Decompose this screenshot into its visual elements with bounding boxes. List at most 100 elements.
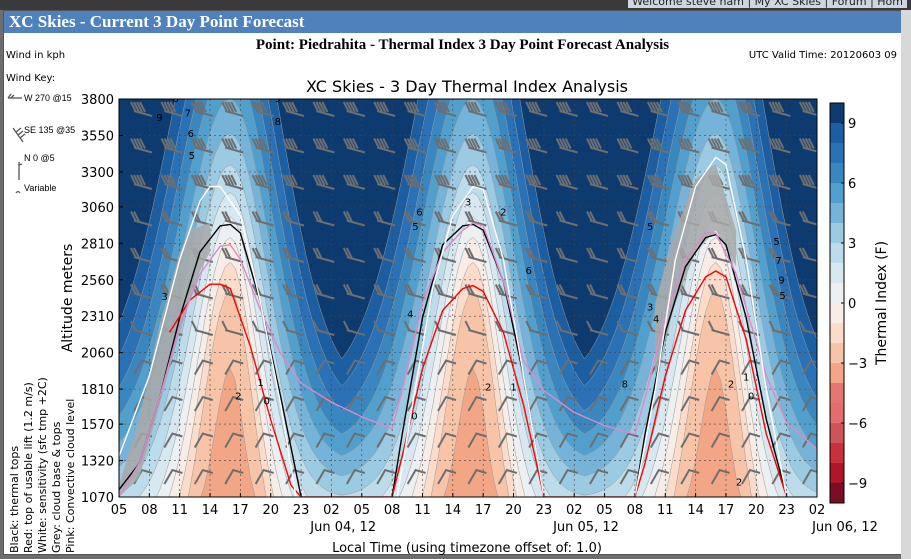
site-top-bar: Welcome steve ham | My XC Skies | Forum … (0, 0, 911, 10)
x-tick-label: 20 (262, 503, 279, 518)
wind-barb (315, 359, 335, 375)
contour-label: 7 (775, 256, 781, 267)
wind-barb (190, 138, 214, 154)
colorbar-band (830, 103, 844, 123)
wind-barb (345, 395, 366, 412)
contour-label: 5 (412, 222, 418, 233)
wind-barb (251, 101, 274, 117)
wind-barb (710, 395, 730, 412)
wind-barb (555, 101, 578, 117)
wind-barb (771, 359, 791, 375)
wind-barb (798, 320, 817, 335)
contour-label: 8 (275, 117, 281, 128)
contour-label: 1 (743, 372, 749, 383)
wind-barb (768, 101, 791, 117)
colorbar-tick-label: −3 (848, 357, 867, 372)
x-date-label: Jun 05, 12 (552, 520, 619, 535)
wind-barb (312, 284, 335, 300)
cloud-band (655, 164, 737, 376)
wind-barb (434, 211, 457, 227)
wind-barb (373, 284, 396, 300)
wind-barb (558, 432, 578, 448)
colorbar-band (830, 483, 844, 503)
wind-barb (464, 174, 487, 190)
colorbar-band (830, 203, 844, 223)
wind-barb (619, 432, 639, 448)
wind-barb (741, 395, 761, 412)
contour-label: 4 (407, 310, 413, 321)
wind-key-item: Variable (24, 183, 56, 193)
x-tick-label: 08 (141, 503, 158, 518)
wind-barb (221, 320, 244, 336)
legend-item: Black: thermal tops (8, 446, 21, 553)
contour-label: 3 (647, 302, 653, 313)
wind-barb (193, 395, 214, 412)
line-legend: Black: thermal tops Red: top of usable l… (8, 377, 77, 553)
wind-barb (467, 468, 487, 485)
wind-key-item: N 0 @5 (24, 153, 55, 163)
y-tick-label: 1320 (81, 455, 114, 470)
colorbar-band (830, 403, 844, 423)
wind-barb (160, 174, 183, 190)
contour-label: 8 (172, 94, 178, 105)
wind-barb (738, 174, 761, 190)
wind-barb (193, 359, 214, 375)
contour-label: 2 (235, 391, 241, 402)
wind-barb (160, 138, 183, 154)
wind-barb (282, 101, 305, 117)
colorbar-band (830, 123, 844, 143)
legend-item: Red: top of usable lift (1.2 m/s) (22, 382, 35, 553)
wind-barb (494, 138, 518, 154)
colorbar-band (830, 443, 844, 463)
wind-barb (738, 211, 761, 227)
colorbar-band (830, 363, 844, 383)
wind-barb (798, 101, 817, 116)
colorbar-tick-label: −9 (848, 477, 867, 492)
wind-key-barb-north-icon (18, 162, 23, 180)
wind-barb (163, 395, 183, 412)
wind-barb (586, 211, 609, 227)
wind-barb (586, 138, 609, 154)
wind-barb (373, 174, 396, 190)
x-tick-label: 08 (384, 503, 401, 518)
y-tick-label: 3800 (81, 93, 114, 108)
wind-barb (464, 138, 487, 154)
wind-barb (677, 174, 700, 190)
colorbar-band (830, 143, 844, 163)
plot-frame (118, 98, 818, 498)
wind-barb (373, 101, 396, 117)
colorbar-label: Thermal Index (F) (874, 241, 890, 366)
wind-barb (586, 101, 609, 117)
page-scrollbar[interactable] (901, 10, 911, 559)
wind-barb (616, 138, 639, 154)
wind-barb (555, 174, 578, 190)
x-tick-label: 11 (171, 503, 188, 518)
y-axis-label: Altitude meters (60, 244, 76, 353)
wind-barb (315, 395, 335, 412)
forecast-lines (119, 156, 817, 497)
wind-barb (710, 432, 730, 448)
wind-barb (616, 247, 639, 263)
wind-barb (798, 174, 817, 189)
wind-barb (282, 174, 305, 190)
wind-key-item: SE 135 @35 (24, 125, 75, 135)
wind-barb (558, 468, 578, 485)
x-tick-label: 11 (657, 503, 674, 518)
wind-key-title: Wind Key: (6, 73, 56, 84)
chart-title: XC Skies - 3 Day Thermal Index Analysis (306, 77, 628, 96)
wind-barb (224, 395, 244, 412)
wind-barb (163, 468, 183, 485)
wind-barb (525, 101, 548, 117)
wind-barb (464, 211, 487, 227)
wind-barb (221, 247, 244, 263)
colorbar-tick-label: 6 (848, 177, 856, 192)
wind-barb (376, 468, 396, 485)
wind-barb (589, 359, 609, 375)
wind-barb (282, 320, 305, 336)
welcome-links[interactable]: Welcome steve ham | My XC Skies | Forum … (628, 0, 907, 8)
wind-barb (467, 395, 487, 412)
colorbar-band (830, 463, 844, 483)
wind-barb (285, 395, 305, 412)
